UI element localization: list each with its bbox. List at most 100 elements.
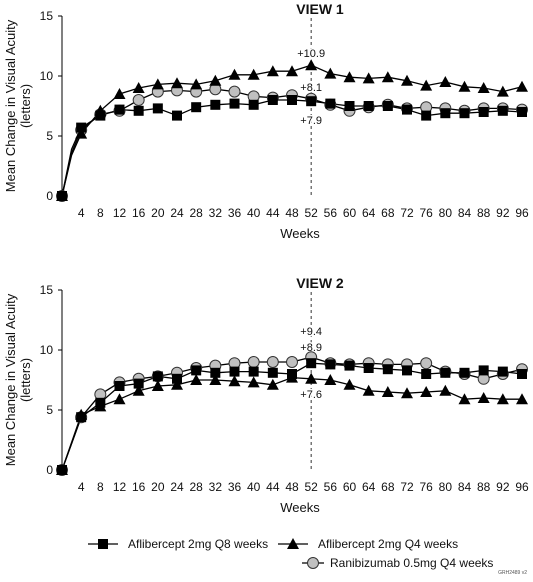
data-point-square [229,366,240,377]
data-point-square [191,365,202,376]
y-tick-label: 10 [40,343,54,357]
data-point-triangle [247,376,260,388]
data-point-square [382,364,393,375]
chart-title: VIEW 1 [296,1,344,17]
x-tick-label: 84 [458,480,472,494]
data-point-triangle [171,77,183,89]
x-tick-label: 32 [209,206,223,220]
data-point-square [478,365,489,376]
x-tick-label: 48 [285,206,299,220]
x-tick-label: 12 [113,480,127,494]
y-tick-label: 5 [46,129,53,143]
data-point-triangle [209,74,222,86]
x-tick-label: 96 [515,206,529,220]
data-point-triangle [247,68,260,80]
y-tick-label: 5 [46,403,53,417]
data-point-square [210,99,221,110]
data-point-triangle [266,65,279,77]
x-tick-label: 76 [419,206,433,220]
x-tick-label: 52 [304,480,318,494]
data-point-circle [132,94,145,106]
y-tick-label: 15 [40,9,54,23]
x-tick-label: 56 [324,206,338,220]
x-tick-label: 28 [189,206,203,220]
data-point-square [402,365,412,376]
x-tick-label: 4 [78,206,85,220]
data-point-triangle [381,71,394,83]
legend-item-circle: Ranibizumab 0.5mg Q4 weeks [302,556,493,570]
week52-annotation: +7.6 [300,389,322,401]
data-point-triangle [496,85,509,97]
data-point-square [344,360,355,371]
x-tick-label: 16 [132,206,146,220]
data-point-triangle [343,378,356,390]
x-tick-label: 20 [151,206,165,220]
x-axis-label: Weeks [280,226,320,241]
data-point-square [421,369,432,379]
data-point-triangle [228,375,241,387]
data-point-triangle [516,393,528,405]
data-point-triangle [420,386,433,397]
y-tick-label: 0 [46,463,53,477]
series-line-square [61,99,523,197]
x-tick-label: 16 [132,480,146,494]
data-point-triangle [132,384,145,396]
chart-panel-2: VIEW 2 0 5 10 15 Mean Change in Visual Acuity… [3,275,529,515]
week52-annotation: +8.9 [300,342,322,354]
data-point-square [306,358,317,369]
legend-marker-circle [307,557,319,569]
data-point-triangle [516,80,528,92]
data-point-square [267,367,278,378]
chart-panel-1: VIEW 1 0 5 10 15 Mean Change in Visual Acuity… [3,1,529,241]
week52-annotation: +10.9 [297,48,325,60]
legend: Aflibercept 2mg Q8 weeks Aflibercept 2mg … [88,537,493,570]
data-point-circle [266,356,279,368]
week52-annotation: +9.4 [300,326,322,338]
data-point-triangle [286,371,298,383]
data-point-square [248,366,259,377]
data-point-square [497,366,508,377]
data-point-square [267,95,278,105]
data-point-triangle [151,78,164,90]
data-point-square [172,110,182,121]
x-tick-label: 72 [400,480,414,494]
data-point-square [440,367,451,378]
data-point-triangle [209,374,222,385]
data-point-triangle [190,78,203,90]
data-point-square [152,371,163,382]
data-point-triangle [343,71,356,83]
x-tick-label: 24 [170,206,184,220]
data-point-square [287,95,297,105]
data-point-square [344,101,355,111]
data-point-triangle [75,408,88,420]
data-point-square [325,359,336,370]
data-point-triangle [286,65,298,77]
data-point-square [191,102,202,113]
y-tick-label: 15 [40,283,54,297]
week52-annotation: +7.9 [300,115,322,127]
data-point-triangle [171,378,183,390]
data-point-triangle [401,387,413,399]
x-tick-label: 64 [362,480,376,494]
week52-annotation: +8.1 [300,82,322,94]
x-tick-label: 40 [247,480,261,494]
data-point-triangle [113,393,126,405]
legend-item-square: Aflibercept 2mg Q8 weeks [88,537,268,551]
data-point-square [229,98,240,109]
data-point-square [210,367,221,378]
data-point-square [133,378,144,389]
x-tick-label: 88 [477,206,491,220]
x-tick-label: 60 [343,480,357,494]
data-point-triangle [151,380,164,391]
x-tick-label: 52 [304,206,318,220]
data-point-square [497,105,508,116]
data-point-square [459,108,470,119]
legend-marker-triangle [287,538,299,549]
x-tick-label: 44 [266,480,280,494]
data-point-triangle [439,76,452,87]
x-tick-label: 68 [381,480,395,494]
data-point-square [478,107,489,117]
y-axis-label: Mean Change in Visual Acuity [3,19,18,192]
x-tick-label: 36 [228,206,242,220]
